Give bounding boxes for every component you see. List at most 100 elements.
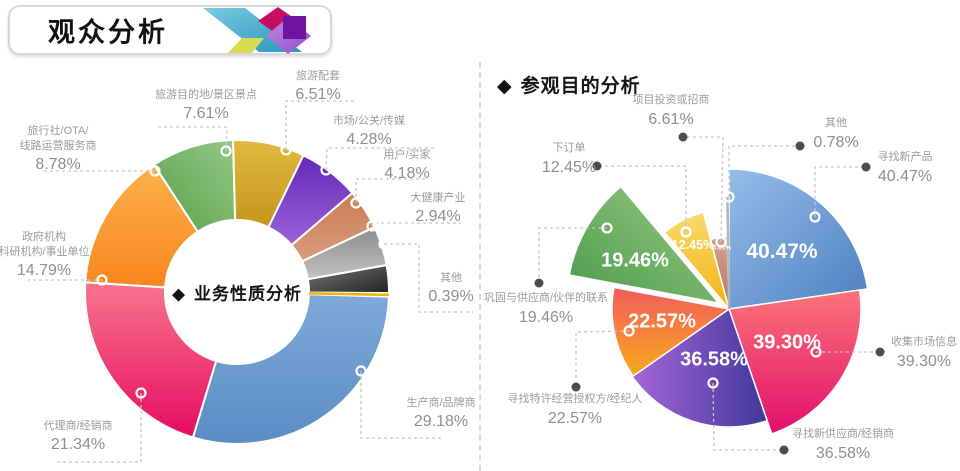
slice-callout: 其他 0.78% [813,116,858,153]
leader-line [814,166,866,217]
slice-label: 下订单 [552,142,586,154]
slice-marker [723,191,735,203]
slice-callout: 寻找新产品 40.47% [878,150,933,187]
slice-value: 6.51% [295,86,341,103]
slice-label: 其他 [825,117,847,129]
slice-marker [135,387,147,399]
slice-value: 36.58% [815,445,871,462]
panel-divider [479,62,481,471]
slice-value: 14.79% [16,262,72,279]
slice-value: 39.30% [896,353,952,370]
donut-chart-title: ◆ 业务性质分析 [172,280,302,305]
slice-value: 4.28% [346,131,392,148]
rose-slice-2 [631,307,769,428]
slice-inner-value: 19.46% [601,249,669,272]
slice-marker [601,222,613,234]
rose-slice-7 [726,196,731,310]
slice-marker [355,365,367,377]
slice-marker [320,164,332,176]
slice-marker [623,325,635,337]
donut-slice-8 [306,263,390,295]
donut-slice-0 [191,293,390,445]
leader-dot [678,132,688,142]
slice-callout: 旅行社/OTA/线路运营服务商 8.78% [20,124,97,174]
slice-marker [350,197,362,209]
slice-inner-value: 22.57% [628,310,696,333]
slice-label: 市场/公关/传媒 [332,115,406,127]
slice-label: 旅游配套 [296,70,340,82]
slice-label: 寻找新供应商/经销商 [791,428,895,440]
slice-inner-value: 36.58% [680,348,748,371]
leader-dot [592,161,602,171]
slice-label: 其他 [440,272,462,284]
rose-slice-4 [568,185,721,305]
leader-line [712,382,784,451]
slice-label: 线路运营服务商 [19,140,97,152]
slice-value: 8.78% [35,156,81,173]
slice-callout: 旅游配套 6.51% [295,69,340,104]
slice-callout: 旅游目的地/景区景点 7.61% [155,88,257,123]
leader-line [325,147,436,171]
slice-value: 40.47% [877,168,933,185]
slice-value: 21.34% [50,436,106,453]
slice-callout: 其他 0.39% [428,271,473,306]
slice-callout: 政府机构 科研机构/事业单位 14.79% [0,230,90,280]
page-title: 观众分析 [48,17,168,48]
rose-slice-0 [728,168,869,310]
slice-inner-value: 12.45% [671,238,715,252]
slice-label: 代理商/经销商 [43,420,113,432]
slice-callout: 寻找新供应商/经销商 36.58% [792,427,894,464]
slice-inner-value: 39.30% [753,331,821,354]
deco-yellow-parallelogram [228,38,264,53]
slice-callout: 收集市场信息 39.30% [891,335,957,372]
slice-value: 6.61% [648,111,694,128]
slice-label: 收集市场信息 [891,336,957,348]
slice-value: 0.39% [428,288,474,305]
slice-callout: 下订单 12.45% [542,141,596,178]
slice-value: 22.57% [547,410,603,427]
slice-marker [680,226,692,238]
leader-line [597,165,687,232]
slice-callout: 巩固与供应商/伙伴的联系 19.46% [484,291,608,328]
ribbon-decoration-icon [203,7,311,54]
slice-callout: 用户/买家 4.18% [383,148,430,183]
donut-slice-1 [84,281,218,439]
leader-dot [571,382,581,392]
slice-marker [149,165,161,177]
slice-value: 12.45% [541,159,597,176]
leader-dot [779,445,789,455]
slice-callout: 寻找特许经营授权方/经纪人 22.57% [507,392,642,429]
slice-label: 旅游目的地/景区景点 [154,89,258,101]
slice-marker [715,236,727,248]
deco-purple-square [283,16,306,39]
slice-label: 大健康产业 [410,192,466,204]
leader-dot [534,278,544,288]
rose-slice-1 [727,289,862,435]
slice-callout: 市场/公关/传媒 4.28% [333,114,405,149]
slice-callout: 项目投资或招商 6.61% [633,93,710,130]
slice-value: 0.78% [813,134,859,151]
slice-marker [280,144,292,156]
rose-title-text: 参观目的分析 [520,76,641,97]
slice-value: 7.61% [183,105,229,122]
slice-marker [220,145,232,157]
slice-marker [707,377,719,389]
slice-label: 寻找特许经营授权方/经纪人 [507,393,643,405]
leader-dot [861,162,871,172]
slice-callout: 大健康产业 2.94% [411,191,466,226]
slice-label: 项目投资或招商 [632,94,710,106]
slice-label: 旅行社/OTA/ [27,125,89,137]
slice-callout: 生产商/品牌商 29.18% [406,396,475,431]
leader-line [55,393,142,463]
leader-line [155,126,228,152]
leader-line [285,100,357,150]
slice-marker [366,220,378,232]
leader-line [538,227,607,283]
rose-chart-title: ◆ 参观目的分析 [497,71,641,98]
slice-label: 科研机构/事业单位 [0,246,90,258]
slice-marker [96,274,108,286]
slice-value: 2.94% [415,208,461,225]
diamond-icon: ◆ [171,284,187,304]
